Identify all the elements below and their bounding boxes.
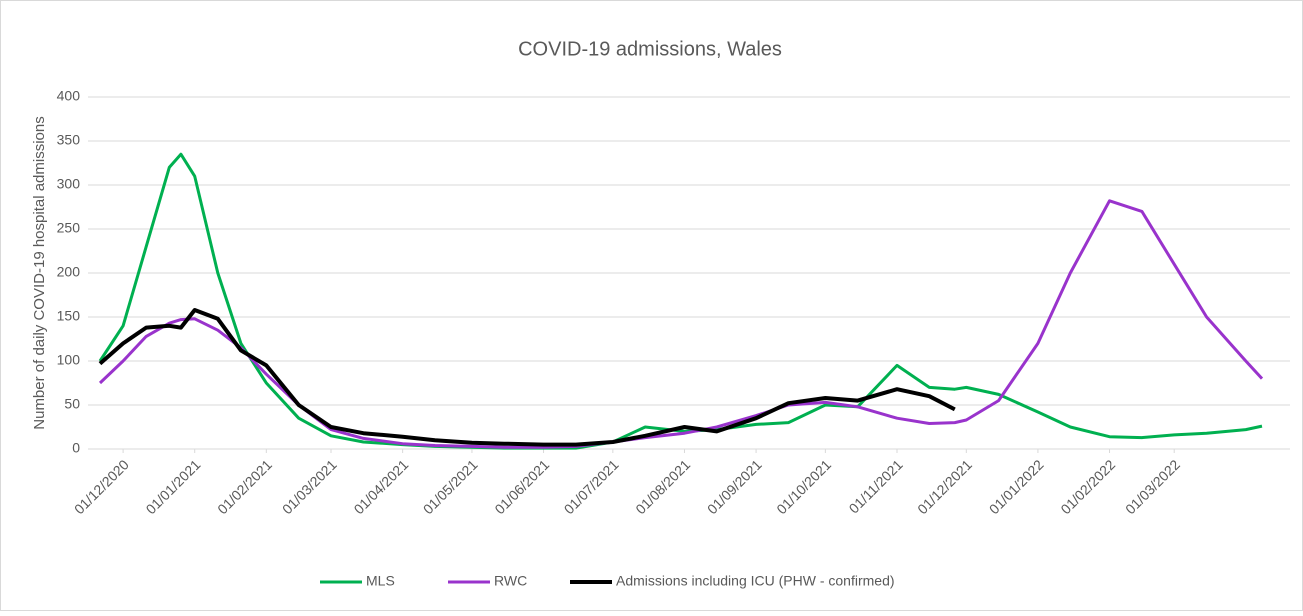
y-tick-label: 100 [57,352,81,368]
series-line [98,152,1263,450]
series-line [98,308,956,447]
chart-title: COVID-19 admissions, Wales [518,38,782,60]
y-axis-label: Number of daily COVID-19 hospital admiss… [31,116,48,429]
y-tick-label: 200 [57,264,81,280]
y-tick-label: 300 [57,176,81,192]
y-tick-label: 0 [72,440,80,456]
legend-label: MLS [366,573,395,589]
y-tick-label: 350 [57,132,81,148]
legend-label: Admissions including ICU (PHW - confirme… [616,573,895,589]
y-tick-label: 150 [57,308,81,324]
y-tick-label: 250 [57,220,81,236]
y-tick-label: 400 [57,88,81,104]
legend-label: RWC [494,573,527,589]
y-tick-label: 50 [64,396,80,412]
